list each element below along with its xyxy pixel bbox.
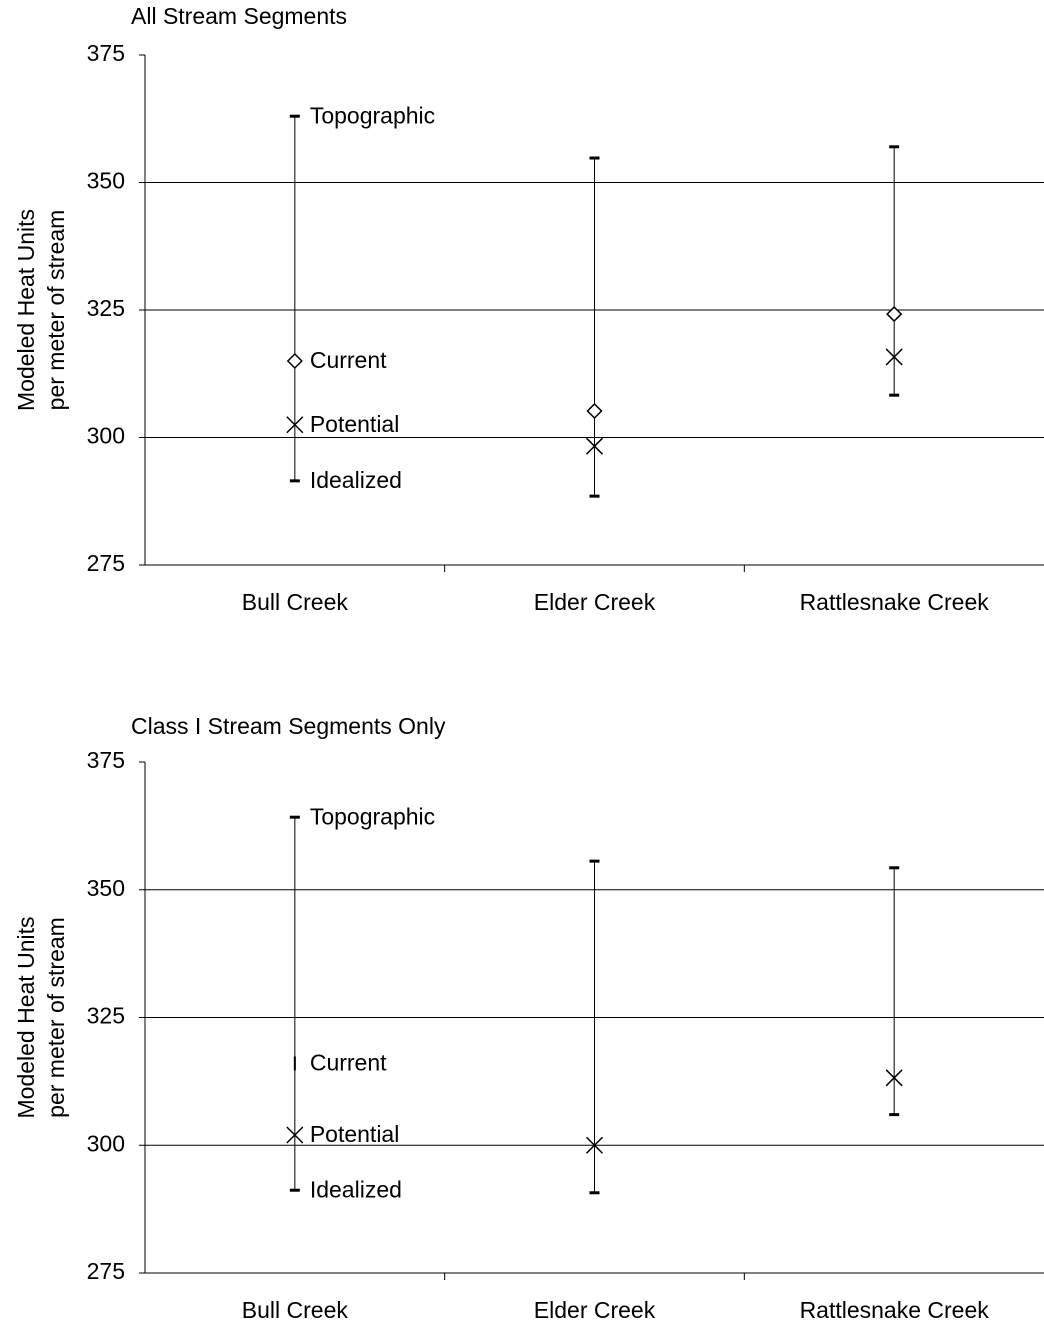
diamond-marker — [286, 352, 303, 370]
x-tick-label: Elder Creek — [534, 1297, 656, 1323]
series-label: Current — [310, 347, 387, 373]
y-tick-label: 375 — [87, 40, 125, 66]
y-tick-label: 350 — [87, 168, 125, 194]
x-tick-label: Bull Creek — [242, 589, 349, 615]
y-axis-label: Modeled Heat Units — [13, 209, 39, 411]
y-tick-label: 275 — [87, 1258, 125, 1284]
y-axis-label: Modeled Heat Units — [13, 917, 39, 1119]
chart-title: All Stream Segments — [131, 3, 347, 29]
y-tick-label: 350 — [87, 875, 125, 901]
x-marker — [885, 1069, 903, 1087]
y-tick-label: 300 — [87, 423, 125, 449]
y-tick-label: 325 — [87, 295, 125, 321]
x-marker — [585, 437, 604, 455]
x-tick-label: Rattlesnake Creek — [800, 589, 990, 615]
x-marker — [885, 348, 903, 366]
series-label: Potential — [310, 1121, 400, 1147]
series-label: Current — [310, 1050, 387, 1076]
x-marker — [286, 416, 304, 434]
y-axis-label: per meter of stream — [43, 917, 69, 1118]
y-tick-label: 375 — [87, 747, 125, 773]
series-label: Idealized — [310, 467, 402, 493]
x-tick-label: Elder Creek — [534, 589, 656, 615]
y-tick-label: 275 — [87, 550, 125, 576]
series-label: Topographic — [310, 102, 435, 128]
x-marker — [585, 1136, 604, 1154]
y-axis-label: per meter of stream — [43, 210, 69, 411]
y-tick-label: 325 — [87, 1003, 125, 1029]
x-marker — [286, 1126, 304, 1144]
chart-title: Class I Stream Segments Only — [131, 713, 446, 739]
series-label: Potential — [310, 411, 400, 437]
y-tick-label: 300 — [87, 1130, 125, 1156]
x-tick-label: Bull Creek — [242, 1297, 349, 1323]
series-label: Idealized — [310, 1176, 402, 1202]
series-label: Topographic — [310, 803, 435, 829]
diamond-marker — [586, 402, 603, 420]
x-tick-label: Rattlesnake Creek — [800, 1297, 990, 1323]
diamond-marker — [886, 306, 903, 323]
